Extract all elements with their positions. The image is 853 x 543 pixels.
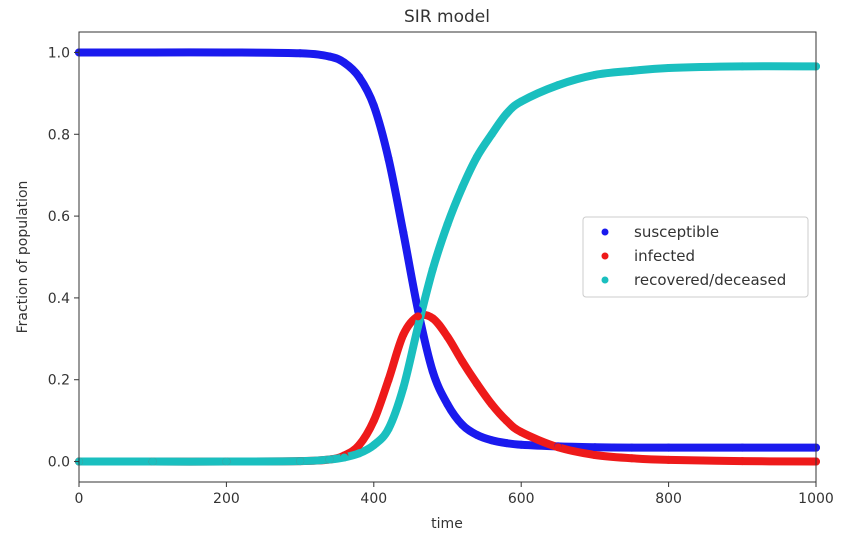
legend-marker-recovered-deceased — [601, 276, 609, 284]
data-point-infected — [487, 400, 496, 409]
data-point-susceptible — [399, 228, 408, 237]
x-axis-label: time — [431, 516, 463, 532]
data-point-susceptible — [369, 101, 378, 110]
data-point-susceptible — [517, 440, 526, 449]
data-point-infected — [664, 455, 673, 464]
y-axis-label: Fraction of population — [15, 181, 31, 334]
y-axis-ticks: 0.0 0.2 0.4 0.6 0.8 1.0 — [48, 45, 79, 471]
data-point-susceptible — [627, 443, 636, 452]
y-tick-label: 0.8 — [48, 127, 70, 143]
data-point-recovered-deceased — [627, 66, 636, 75]
data-point-recovered-deceased — [340, 453, 349, 462]
data-point-infected — [369, 416, 378, 425]
data-point-recovered-deceased — [414, 322, 423, 331]
data-point-recovered-deceased — [325, 455, 334, 464]
data-point-recovered-deceased — [428, 265, 437, 274]
legend-label-susceptible: susceptible — [634, 223, 719, 241]
data-point-susceptible — [325, 52, 334, 61]
data-point-susceptible — [148, 48, 157, 57]
x-tick-label: 400 — [360, 491, 387, 507]
data-point-infected — [590, 451, 599, 459]
data-point-infected — [428, 314, 437, 323]
data-point-recovered-deceased — [296, 457, 305, 466]
data-point-infected — [399, 330, 408, 339]
data-point-infected — [443, 332, 452, 341]
legend-marker-susceptible — [601, 228, 609, 236]
legend-items: susceptible infected recovered/deceased — [601, 223, 786, 289]
data-point-infected — [627, 454, 636, 463]
data-point-infected — [502, 416, 511, 425]
data-point-susceptible — [502, 439, 511, 448]
x-tick-label: 200 — [213, 491, 240, 507]
data-point-recovered-deceased — [355, 449, 364, 458]
y-tick-label: 0.4 — [48, 291, 70, 307]
data-point-recovered-deceased — [590, 70, 599, 79]
data-point-recovered-deceased — [369, 441, 378, 450]
data-point-susceptible — [664, 443, 673, 452]
data-point-susceptible — [384, 154, 393, 163]
data-point-susceptible — [340, 58, 349, 67]
data-point-susceptible — [222, 48, 231, 57]
legend: susceptible infected recovered/deceased — [582, 216, 809, 298]
series-line-recovered-deceased — [75, 62, 820, 466]
data-point-infected — [517, 428, 526, 437]
y-tick-label: 0.0 — [48, 455, 70, 471]
data-point-susceptible — [414, 306, 423, 315]
plot-frame — [78, 31, 817, 483]
data-point-susceptible — [458, 420, 467, 429]
data-point-recovered-deceased — [399, 383, 408, 392]
data-point-recovered-deceased — [458, 183, 467, 192]
data-point-susceptible — [428, 367, 437, 376]
data-point-recovered-deceased — [738, 62, 747, 71]
data-point-recovered-deceased — [517, 97, 526, 106]
x-tick-label: 800 — [655, 491, 682, 507]
data-point-susceptible — [296, 49, 305, 58]
data-point-susceptible — [738, 443, 747, 452]
data-point-recovered-deceased — [148, 457, 157, 466]
data-point-susceptible — [472, 430, 481, 439]
series-line-susceptible — [75, 48, 820, 452]
data-point-susceptible — [443, 400, 452, 409]
data-point-recovered-deceased — [443, 220, 452, 229]
data-point-infected — [414, 312, 423, 321]
legend-box — [582, 216, 809, 298]
y-tick-label: 0.2 — [48, 373, 70, 389]
y-tick-label: 1.0 — [48, 45, 70, 61]
data-point-infected — [554, 443, 563, 452]
y-tick-label: 0.6 — [48, 209, 70, 225]
data-point-recovered-deceased — [554, 81, 563, 90]
data-point-recovered-deceased — [472, 152, 481, 161]
chart-title: SIR model — [404, 7, 490, 27]
data-point-susceptible — [487, 436, 496, 445]
data-point-infected — [458, 357, 467, 366]
x-axis-ticks: 0 200 400 600 800 1000 — [75, 482, 834, 507]
data-point-recovered-deceased — [487, 130, 496, 139]
x-tick-label: 600 — [508, 491, 535, 507]
data-point-recovered-deceased — [502, 109, 511, 118]
data-point-infected — [355, 441, 364, 450]
legend-marker-infected — [601, 252, 609, 260]
data-point-recovered-deceased — [384, 424, 393, 433]
legend-label-infected: infected — [634, 247, 695, 265]
plot-curves — [75, 48, 820, 466]
x-tick-label: 1000 — [798, 491, 834, 507]
x-tick-label: 0 — [75, 491, 84, 507]
legend-label-recovered-deceased: recovered/deceased — [634, 271, 786, 289]
data-point-susceptible — [590, 443, 599, 452]
data-point-infected — [384, 375, 393, 384]
data-point-infected — [472, 379, 481, 388]
data-point-recovered-deceased — [664, 64, 673, 72]
data-point-recovered-deceased — [222, 457, 231, 466]
data-point-infected — [738, 457, 747, 466]
data-point-susceptible — [355, 73, 364, 81]
plot-points — [75, 48, 820, 466]
